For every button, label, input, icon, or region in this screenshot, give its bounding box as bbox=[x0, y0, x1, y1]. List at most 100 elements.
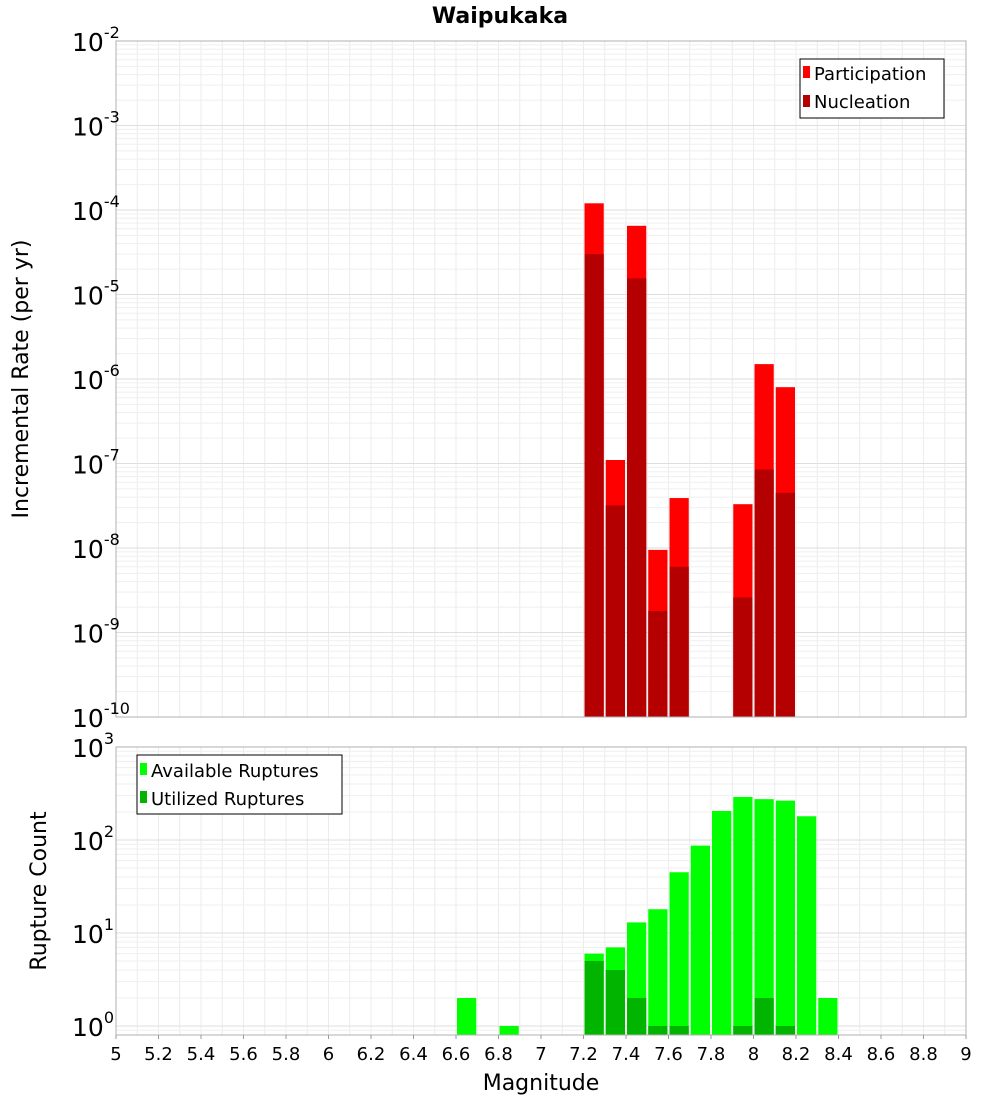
rate-y-tick-exponent: -10 bbox=[104, 699, 130, 718]
rate-y-tick-base: 10 bbox=[72, 620, 104, 649]
rate-y-axis-label: Incremental Rate (per yr) bbox=[9, 240, 34, 519]
available-ruptures-bar bbox=[733, 796, 753, 1035]
rate-y-tick-exponent: -5 bbox=[104, 277, 120, 296]
count-y-tick-label: 100 bbox=[72, 1008, 114, 1042]
nucleation-bar bbox=[605, 505, 625, 717]
x-tick-label: 9 bbox=[960, 1044, 971, 1065]
available-ruptures-bar bbox=[457, 997, 477, 1035]
x-tick-label: 5 bbox=[110, 1044, 121, 1065]
nucleation-bar bbox=[754, 469, 774, 717]
count-y-tick-exponent: 0 bbox=[104, 1008, 114, 1027]
rate-y-tick-base: 10 bbox=[72, 535, 104, 564]
participation-legend-swatch bbox=[803, 66, 810, 78]
x-tick-labels: 5 5.2 5.4 5.6 5.8 6 6.2 6.4 6.6 6.8 7 7.2 7.4 7.6 7.8 8… bbox=[110, 1035, 972, 1065]
x-tick-label: 8.6 bbox=[867, 1044, 896, 1065]
utilized-ruptures-bar bbox=[648, 1025, 668, 1035]
nucleation-bar bbox=[669, 566, 689, 717]
x-tick-label: 7.2 bbox=[569, 1044, 598, 1065]
available-ruptures-bar bbox=[818, 997, 838, 1035]
rate-y-tick-label: 10-6 bbox=[72, 361, 120, 395]
available-ruptures-bar bbox=[690, 845, 710, 1035]
x-tick-label: 6.8 bbox=[484, 1044, 513, 1065]
x-tick-label: 7.8 bbox=[697, 1044, 726, 1065]
rate-y-tick-exponent: -9 bbox=[104, 615, 120, 634]
available-ruptures-bar bbox=[499, 1025, 519, 1035]
utilized-ruptures-bar bbox=[733, 1025, 753, 1035]
utilized-legend-label: Utilized Ruptures bbox=[151, 789, 304, 810]
x-tick-label: 6.6 bbox=[442, 1044, 471, 1065]
nucleation-bar bbox=[648, 610, 668, 717]
count-legend: Available Ruptures Utilized Ruptures bbox=[136, 754, 343, 815]
nucleation-legend-label: Nucleation bbox=[814, 92, 910, 113]
x-tick-label: 5.2 bbox=[144, 1044, 173, 1065]
x-tick-label: 6 bbox=[323, 1044, 334, 1065]
rate-y-tick-label: 10-5 bbox=[72, 277, 120, 311]
x-tick-label: 6.2 bbox=[357, 1044, 386, 1065]
rate-legend: Participation Nucleation bbox=[799, 58, 945, 119]
nucleation-bar bbox=[775, 492, 795, 717]
rate-y-tick-exponent: -6 bbox=[104, 361, 120, 380]
available-ruptures-bar bbox=[669, 872, 689, 1035]
count-y-tick-exponent: 3 bbox=[104, 729, 114, 748]
utilized-ruptures-bar bbox=[669, 1025, 689, 1035]
rate-y-tick-exponent: -7 bbox=[104, 446, 120, 465]
rate-y-tick-base: 10 bbox=[72, 282, 104, 311]
available-ruptures-bar bbox=[797, 816, 817, 1035]
x-tick-label: 5.8 bbox=[272, 1044, 301, 1065]
x-tick-label: 7.6 bbox=[654, 1044, 683, 1065]
nucleation-bar bbox=[733, 597, 753, 717]
available-ruptures-bar bbox=[648, 909, 668, 1035]
x-tick-label: 7 bbox=[535, 1044, 546, 1065]
rate-y-tick-exponent: -2 bbox=[104, 23, 120, 42]
utilized-ruptures-bar bbox=[754, 997, 774, 1035]
rate-y-tick-labels: 10-210-310-410-510-610-710-810-910-10 bbox=[72, 23, 130, 733]
rate-y-tick-label: 10-10 bbox=[72, 699, 130, 733]
participation-legend-label: Participation bbox=[814, 64, 926, 85]
rate-y-tick-exponent: -3 bbox=[104, 108, 120, 127]
x-tick-label: 7.4 bbox=[612, 1044, 641, 1065]
utilized-ruptures-bar bbox=[584, 960, 604, 1035]
chart-title: Waipukaka bbox=[432, 4, 568, 29]
nucleation-bar bbox=[627, 278, 647, 717]
x-tick-label: 8.8 bbox=[909, 1044, 938, 1065]
rate-gridlines bbox=[115, 41, 967, 718]
rate-y-tick-label: 10-3 bbox=[72, 108, 120, 142]
count-y-tick-label: 103 bbox=[72, 729, 114, 763]
available-ruptures-bar bbox=[754, 799, 774, 1035]
available-legend-label: Available Ruptures bbox=[151, 761, 319, 782]
x-axis-label: Magnitude bbox=[483, 1071, 600, 1096]
rate-y-tick-base: 10 bbox=[72, 197, 104, 226]
rate-y-tick-base: 10 bbox=[72, 28, 104, 57]
count-legend-box bbox=[136, 754, 343, 815]
count-y-tick-base: 10 bbox=[72, 827, 104, 856]
rate-y-tick-label: 10-9 bbox=[72, 615, 120, 649]
x-tick-label: 8.2 bbox=[782, 1044, 811, 1065]
utilized-ruptures-bar bbox=[775, 1025, 795, 1035]
rate-y-tick-label: 10-2 bbox=[72, 23, 120, 57]
count-y-tick-base: 10 bbox=[72, 920, 104, 949]
rate-y-tick-base: 10 bbox=[72, 704, 104, 733]
rate-y-tick-exponent: -8 bbox=[104, 530, 120, 549]
rate-y-tick-label: 10-8 bbox=[72, 530, 120, 564]
count-y-axis-label: Rupture Count bbox=[27, 811, 52, 971]
utilized-ruptures-bar bbox=[605, 969, 625, 1035]
rate-y-tick-base: 10 bbox=[72, 113, 104, 142]
count-y-tick-exponent: 1 bbox=[104, 915, 114, 934]
nucleation-legend-swatch bbox=[803, 95, 810, 107]
x-tick-label: 6.4 bbox=[399, 1044, 428, 1065]
available-legend-swatch bbox=[140, 763, 147, 775]
rate-legend-box bbox=[799, 58, 945, 119]
count-y-tick-base: 10 bbox=[72, 1013, 104, 1042]
utilized-legend-swatch bbox=[140, 791, 147, 803]
rate-bars bbox=[584, 203, 795, 717]
count-y-tick-label: 101 bbox=[72, 915, 114, 949]
rate-chart: Waipukaka 10-210-310-410-510-610-710-810… bbox=[9, 4, 967, 733]
available-ruptures-bar bbox=[775, 800, 795, 1035]
x-tick-label: 5.4 bbox=[187, 1044, 216, 1065]
x-tick-label: 5.6 bbox=[229, 1044, 258, 1065]
utilized-ruptures-bar bbox=[627, 997, 647, 1035]
count-y-tick-exponent: 2 bbox=[104, 822, 114, 841]
